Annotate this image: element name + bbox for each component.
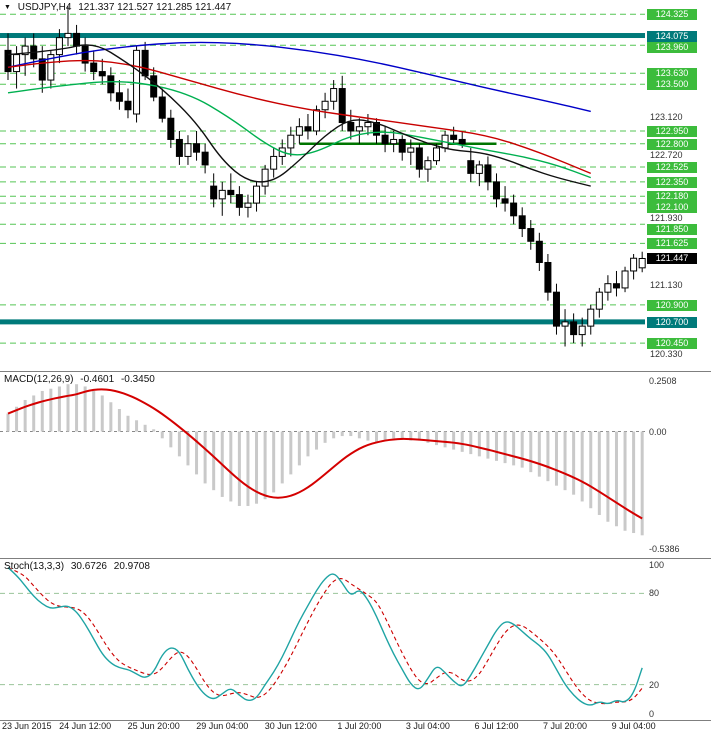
stochastic-chart[interactable]	[0, 559, 711, 720]
ohlc-values: 121.337 121.527 121.285 121.447	[78, 2, 232, 13]
support-resistance-band	[0, 33, 645, 39]
macd-header: MACD(12,26,9) -0.4601 -0.3450	[4, 374, 159, 385]
chart-header: ▼ USDJPY,H4 121.337 121.527 121.285 121.…	[4, 2, 235, 13]
time-label: 23 Jun 2015	[2, 721, 52, 731]
price-chart-panel[interactable]: 124.325 124.075 123.960 123.630 123.500 123.1…	[0, 0, 711, 372]
time-label: 3 Jul 04:00	[405, 721, 450, 731]
time-label: 7 Jul 20:00	[543, 721, 588, 731]
macd-histogram	[6, 384, 644, 536]
macd-chart[interactable]	[0, 372, 711, 558]
stochastic-header: Stoch(13,3,3) 30.6726 20.9708	[4, 561, 154, 572]
candles-series	[4, 6, 646, 347]
support-resistance-band	[0, 319, 645, 325]
stoch-k-value: 30.6726	[70, 561, 107, 572]
time-label: 6 Jul 12:00	[474, 721, 519, 731]
macd-signal-value: -0.3450	[120, 374, 155, 385]
symbol-dropdown-icon[interactable]: ▼	[4, 4, 11, 11]
time-label: 1 Jul 20:00	[337, 721, 382, 731]
time-axis: 23 Jun 2015 24 Jun 12:00 25 Jun 20:00 29 Ju…	[0, 721, 711, 733]
macd-panel[interactable]: 0.2508 0.00 -0.5386 MACD(12,26,9) -0.4601 …	[0, 372, 711, 559]
stoch-d-value: 20.9708	[113, 561, 150, 572]
time-label: 24 Jun 12:00	[59, 721, 112, 731]
macd-signal-line	[7, 388, 643, 520]
time-label: 29 Jun 04:00	[196, 721, 249, 731]
stoch-d-line	[7, 567, 643, 705]
stoch-label: Stoch(13,3,3)	[4, 561, 65, 572]
macd-main-value: -0.4601	[80, 374, 115, 385]
stochastic-panel[interactable]: 100 80 20 0 Stoch(13,3,3) 30.6726 20.9708	[0, 559, 711, 721]
ma-black	[7, 44, 591, 187]
time-label: 30 Jun 12:00	[264, 721, 317, 731]
symbol-period: USDJPY,H4	[17, 2, 72, 13]
time-label: 9 Jul 04:00	[611, 721, 656, 731]
macd-label: MACD(12,26,9)	[4, 374, 74, 385]
candlestick-chart[interactable]	[0, 0, 711, 371]
ma-blue	[7, 41, 591, 113]
stoch-k-line	[7, 567, 643, 706]
time-label: 25 Jun 20:00	[127, 721, 180, 731]
ma-green	[7, 80, 592, 179]
ma-red	[7, 59, 592, 175]
